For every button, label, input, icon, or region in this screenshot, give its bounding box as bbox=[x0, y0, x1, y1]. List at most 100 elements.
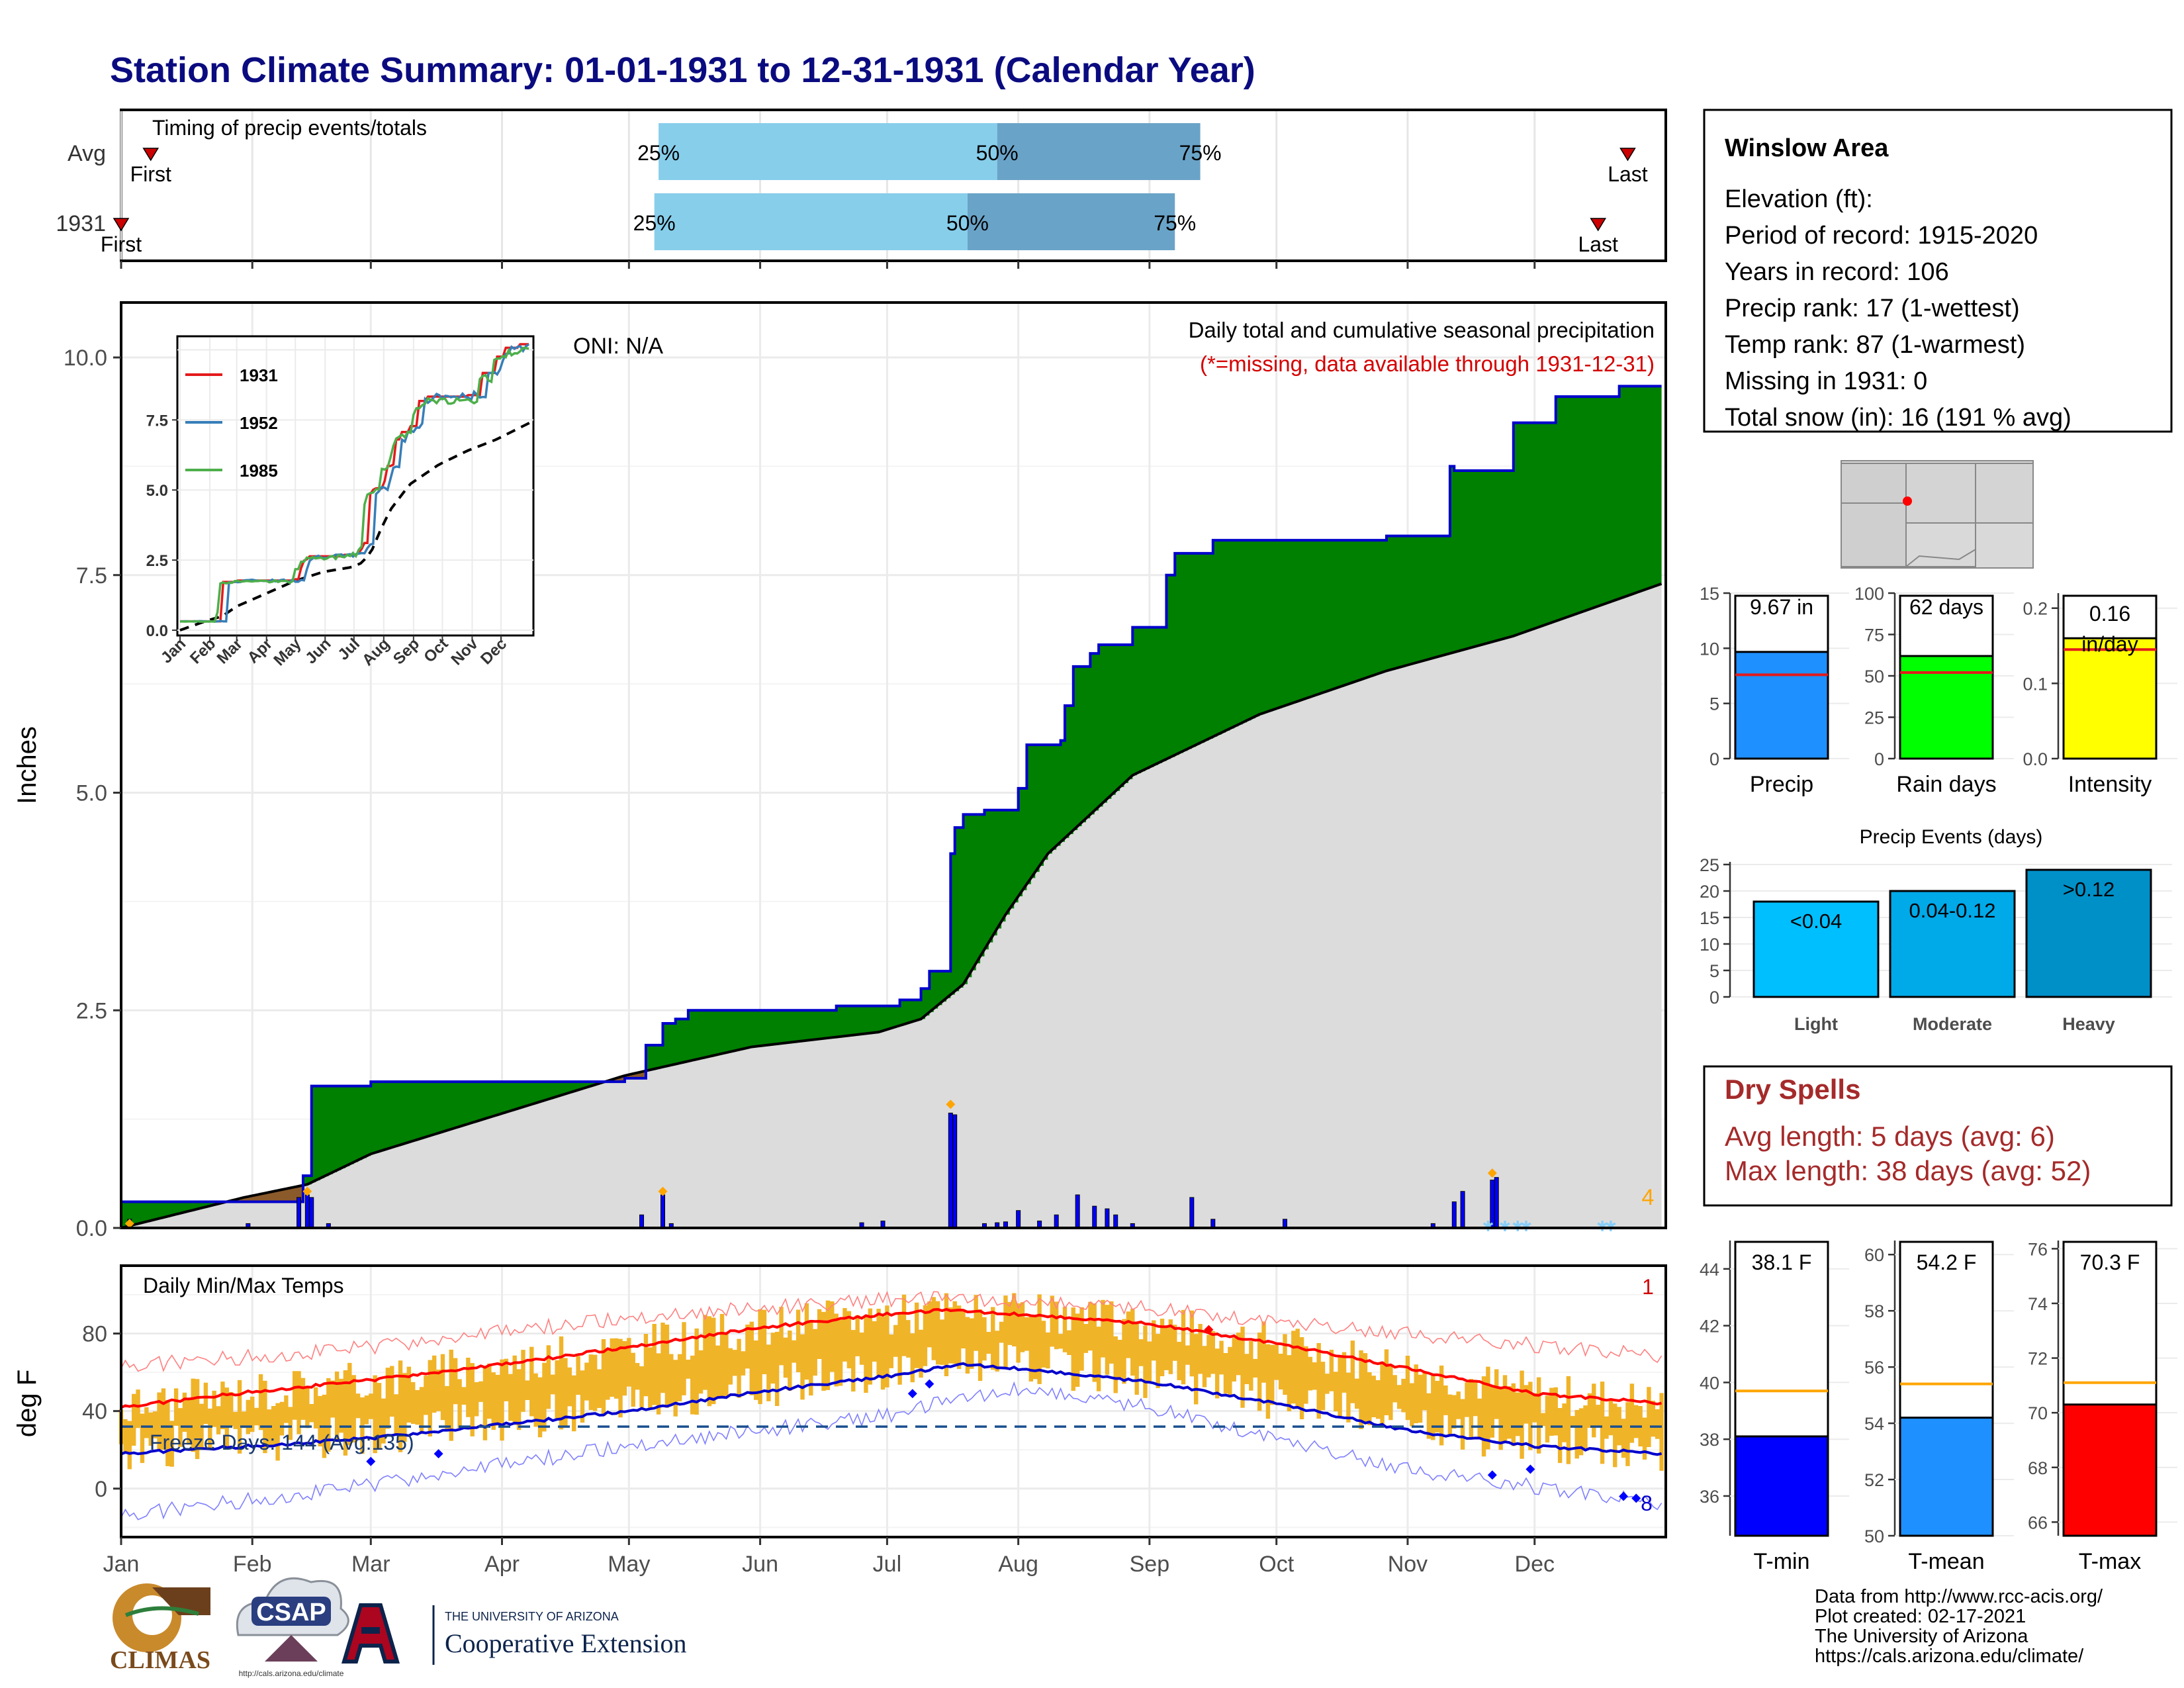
climas-logo-text: CLIMAS bbox=[110, 1646, 210, 1674]
temp-summary-bar-t-mean bbox=[1899, 1417, 1994, 1537]
station-location-marker bbox=[1903, 496, 1912, 506]
precip-above-average-area bbox=[121, 386, 1662, 1228]
summary-intensity-value-label: 0.16 bbox=[2089, 602, 2130, 626]
timing-last-marker bbox=[1590, 218, 1607, 232]
temp-summary-tick-label: 60 bbox=[1864, 1245, 1884, 1265]
events-y-tick-label: 0 bbox=[1709, 988, 1719, 1008]
heavy-event-marker bbox=[946, 1100, 956, 1109]
timing-x-ticks bbox=[120, 261, 1536, 269]
temp-summary-charts: 36 38 40 42 44 38.1 F T-min 50 52 54 56 58 60 54.2 F T… bbox=[1700, 1239, 2177, 1574]
precip-cumulative-areas bbox=[120, 385, 1662, 1229]
temp-summary-label: T-max bbox=[2079, 1549, 2141, 1574]
summary-rain_days-tick-label: 0 bbox=[1874, 749, 1884, 769]
summary-rain_days-tick-label: 75 bbox=[1864, 626, 1884, 645]
inset-y-tick-label: 0.0 bbox=[146, 622, 168, 640]
temp-summary-tick-label: 70 bbox=[2028, 1403, 2048, 1423]
temp-summary-tick-label: 56 bbox=[1864, 1358, 1884, 1378]
summary-bar-charts: 0 5 10 15 9.67 in Precip 0 25 50 75 100 62 days Rain… bbox=[1700, 584, 2177, 797]
station-name: Winslow Area bbox=[1725, 134, 1889, 162]
inset-legend: 1931 1952 1985 bbox=[185, 365, 278, 481]
temp-summary-tick-label: 36 bbox=[1700, 1487, 1719, 1507]
normal-max-line bbox=[120, 1307, 1662, 1409]
temp-summary-tick-label: 66 bbox=[2028, 1513, 2048, 1532]
month-label: Dec bbox=[1515, 1552, 1555, 1577]
timing-q25-label: 25% bbox=[633, 211, 676, 235]
temp-summary-value-label: 38.1 F bbox=[1752, 1250, 1812, 1274]
timing-q75-label: 75% bbox=[1179, 141, 1222, 165]
temp-y-tick-label: 40 bbox=[82, 1399, 107, 1425]
timing-q75-label: 75% bbox=[1154, 211, 1196, 235]
daily-precip-bar bbox=[1092, 1205, 1097, 1229]
daily-precip-bar bbox=[952, 1114, 958, 1229]
heavy-event-marker bbox=[124, 1219, 134, 1229]
precip-average-line bbox=[120, 583, 1662, 1229]
station-info-box: Winslow Area Elevation (ft): Period of r… bbox=[1703, 109, 2173, 433]
locator-map bbox=[1841, 460, 2034, 569]
timing-row-label-avg: Avg bbox=[68, 141, 106, 166]
precip-events-chart: Precip Events (days) 0 5 10 15 20 25 <0.04 Light… bbox=[1700, 826, 2172, 1034]
summary-precip-tick-label: 5 bbox=[1709, 694, 1719, 714]
temp-summary-tick-label: 72 bbox=[2028, 1349, 2048, 1369]
timing-q50-label: 50% bbox=[976, 141, 1019, 165]
timing-q50-label: 50% bbox=[946, 211, 989, 235]
timing-row-label-year: 1931 bbox=[56, 211, 106, 236]
summary-intensity-tick-label: 0.1 bbox=[2023, 674, 2048, 694]
credit-line-university: The University of Arizona bbox=[1815, 1626, 2028, 1647]
events-category-moderate: Moderate bbox=[1913, 1014, 1992, 1034]
csap-logo-text: CSAP bbox=[256, 1599, 326, 1626]
inset-average-line bbox=[179, 421, 531, 632]
timing-first-label: First bbox=[101, 232, 142, 256]
daily-precip-bar bbox=[1054, 1214, 1059, 1229]
month-label: Nov bbox=[1388, 1552, 1428, 1577]
station-info-frame bbox=[1703, 109, 2173, 433]
events-y-tick-label: 5 bbox=[1709, 961, 1719, 981]
page-title: Station Climate Summary: 01-01-1931 to 1… bbox=[110, 50, 1255, 90]
record-temp-marker bbox=[925, 1379, 934, 1389]
precip-1931-cumulative-line bbox=[121, 385, 1662, 1203]
temp-summary-tick-label: 38 bbox=[1700, 1430, 1719, 1450]
summary-precip-tick-label: 10 bbox=[1700, 639, 1719, 659]
record-temp-marker bbox=[1487, 1470, 1497, 1480]
temp-summary-value-label: 54.2 F bbox=[1917, 1250, 1977, 1274]
temp-y-label: deg F bbox=[13, 1370, 42, 1437]
temp-summary-tick-label: 44 bbox=[1700, 1260, 1719, 1280]
temp-y-tick-label: 0 bbox=[95, 1477, 107, 1502]
csap-logo: CSAP http://cals.arizona.edu/climate bbox=[236, 1577, 349, 1678]
summary-precip-tick-label: 15 bbox=[1700, 584, 1719, 604]
credits: Data from http://www.rcc-acis.org/ Plot … bbox=[1815, 1586, 2103, 1667]
freeze-days-label: Freeze Days: 144 (Avg:135) bbox=[150, 1430, 414, 1454]
events-bar-light bbox=[1752, 900, 1880, 998]
temp-y-axis: 0 40 80 bbox=[82, 1322, 121, 1502]
month-label: Jan bbox=[103, 1552, 140, 1577]
summary-rain_days-tick-label: 50 bbox=[1864, 667, 1884, 686]
dry-spells-avg: Avg length: 5 days (avg: 6) bbox=[1725, 1121, 2055, 1152]
daily-precip-bar bbox=[1075, 1194, 1080, 1229]
events-bar-heavy-label: >0.12 bbox=[2063, 878, 2115, 901]
precip-panel-border bbox=[120, 301, 1667, 1229]
precip-y-tick-label: 0.0 bbox=[76, 1216, 107, 1241]
ua-logo-small: THE UNIVERSITY OF ARIZONA bbox=[445, 1610, 619, 1623]
normal-min-line bbox=[120, 1362, 1662, 1456]
temp-summary-tick-label: 52 bbox=[1864, 1470, 1884, 1490]
temp-summary-tick-label: 68 bbox=[2028, 1458, 2048, 1478]
inset-gridlines bbox=[177, 338, 533, 634]
inset-line-1985 bbox=[179, 346, 529, 623]
temp-panel-border bbox=[120, 1264, 1667, 1538]
events-y-tick-label: 25 bbox=[1700, 855, 1719, 875]
timing-last-label: Last bbox=[1608, 162, 1648, 186]
daily-precip-bar bbox=[1494, 1177, 1499, 1229]
record-temp-marker bbox=[433, 1449, 443, 1459]
dry-spells-max: Max length: 38 days (avg: 52) bbox=[1725, 1155, 2091, 1186]
month-label: Jul bbox=[873, 1552, 901, 1577]
events-category-light: Light bbox=[1794, 1014, 1838, 1034]
record-temp-marker bbox=[1619, 1491, 1629, 1501]
precip-y-tick-label: 5.0 bbox=[76, 781, 107, 806]
heavy-event-marker bbox=[658, 1186, 668, 1196]
daily-precip-bar bbox=[948, 1112, 953, 1229]
precip-y-tick-label: 7.5 bbox=[76, 563, 107, 588]
month-label: Mar bbox=[351, 1552, 390, 1577]
daily-precip-bar bbox=[296, 1197, 302, 1229]
ua-logo: THE UNIVERSITY OF ARIZONA Cooperative Ex… bbox=[341, 1603, 686, 1665]
month-label: Sep bbox=[1130, 1552, 1170, 1577]
heavy-event-marker bbox=[302, 1186, 312, 1196]
